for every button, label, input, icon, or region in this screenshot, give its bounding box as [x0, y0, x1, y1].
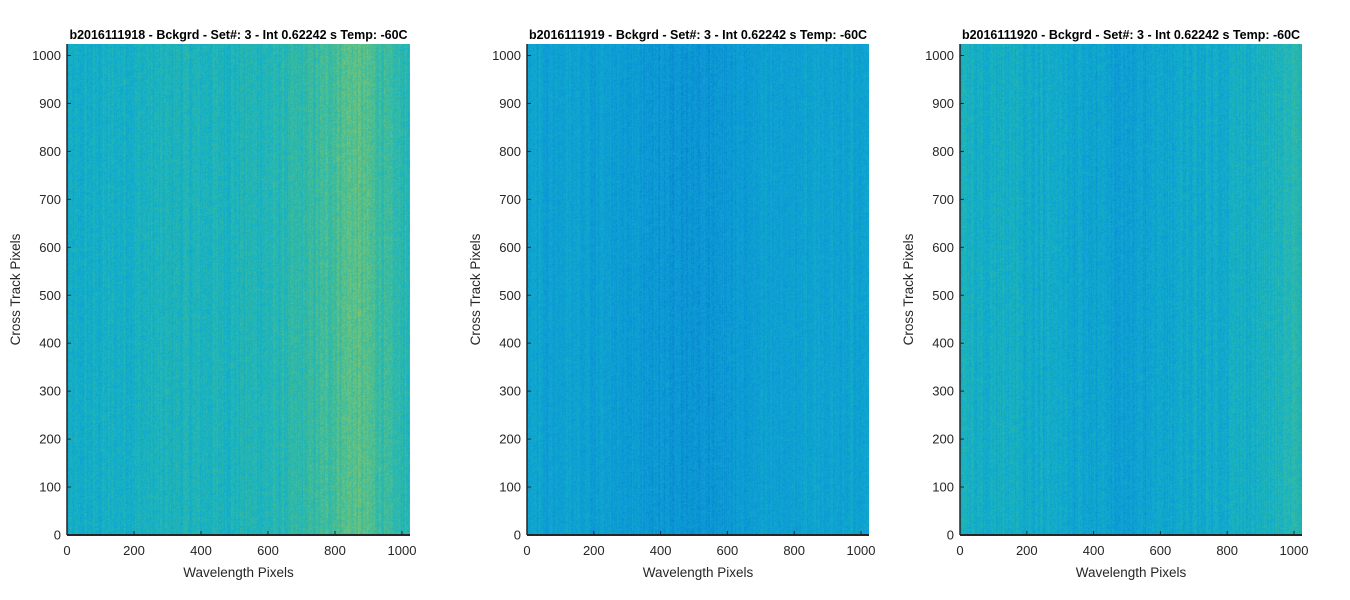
x-tick-label: 800 [783, 543, 805, 558]
x-tick-label: 1000 [388, 543, 417, 558]
y-tick-label: 100 [39, 480, 61, 495]
chart-title: b2016111919 - Bckgrd - Set#: 3 - Int 0.6… [529, 28, 867, 42]
y-tick-label: 300 [39, 384, 61, 399]
x-tick-label: 0 [63, 543, 70, 558]
y-tick-label: 600 [932, 240, 954, 255]
x-tick-label: 1000 [847, 543, 876, 558]
y-tick-label: 0 [514, 528, 521, 543]
y-tick-label: 300 [499, 384, 521, 399]
y-tick-label: 700 [39, 192, 61, 207]
x-tick-label: 200 [1016, 543, 1038, 558]
x-tick-label: 800 [324, 543, 346, 558]
y-tick-label: 600 [39, 240, 61, 255]
x-axis-label: Wavelength Pixels [183, 565, 294, 580]
x-tick-label: 600 [717, 543, 739, 558]
x-tick-label: 1000 [1280, 543, 1309, 558]
y-tick-label: 300 [932, 384, 954, 399]
y-tick-label: 0 [947, 528, 954, 543]
y-tick-label: 700 [499, 192, 521, 207]
y-axis-label: Cross Track Pixels [468, 233, 483, 345]
y-tick-label: 800 [932, 144, 954, 159]
heatmap-panel-3: 0 100 200 300 400 500 600 700 800 900 1000 0 200 400 6… [901, 28, 1308, 580]
x-tick-label: 200 [123, 543, 145, 558]
y-tick-label: 1000 [32, 48, 61, 63]
y-tick-label: 1000 [492, 48, 521, 63]
x-tick-label: 400 [190, 543, 212, 558]
x-axis-label: Wavelength Pixels [1076, 565, 1187, 580]
y-tick-label: 100 [932, 480, 954, 495]
heatmap-panel-2: 0 100 200 300 400 500 600 700 800 900 1000 0 200 400 6… [468, 28, 875, 580]
y-tick-label: 1000 [925, 48, 954, 63]
y-tick-label: 0 [54, 528, 61, 543]
heatmap-image [527, 44, 869, 535]
y-tick-label: 200 [499, 432, 521, 447]
y-tick-label: 200 [39, 432, 61, 447]
y-tick-label: 400 [932, 336, 954, 351]
y-tick-label: 700 [932, 192, 954, 207]
x-tick-label: 0 [956, 543, 963, 558]
y-tick-label: 900 [499, 96, 521, 111]
y-tick-label: 800 [499, 144, 521, 159]
y-tick-label: 200 [932, 432, 954, 447]
y-tick-label: 500 [39, 288, 61, 303]
x-tick-label: 400 [650, 543, 672, 558]
y-tick-label: 600 [499, 240, 521, 255]
heatmap-image [960, 44, 1302, 535]
x-tick-label: 600 [257, 543, 279, 558]
x-tick-label: 800 [1216, 543, 1238, 558]
x-tick-label: 600 [1150, 543, 1172, 558]
y-tick-label: 500 [499, 288, 521, 303]
y-tick-label: 500 [932, 288, 954, 303]
y-tick-label: 100 [499, 480, 521, 495]
x-tick-label: 0 [523, 543, 530, 558]
chart-title: b2016111920 - Bckgrd - Set#: 3 - Int 0.6… [962, 28, 1300, 42]
y-tick-label: 800 [39, 144, 61, 159]
heatmap-image [67, 44, 410, 535]
y-tick-label: 900 [39, 96, 61, 111]
x-tick-label: 200 [583, 543, 605, 558]
y-tick-label: 900 [932, 96, 954, 111]
x-axis-label: Wavelength Pixels [643, 565, 754, 580]
x-tick-label: 400 [1083, 543, 1105, 558]
y-tick-label: 400 [499, 336, 521, 351]
heatmap-panel-1: 0 100 200 300 400 500 600 700 800 900 1000 0 200 400 6… [8, 28, 416, 580]
y-tick-label: 400 [39, 336, 61, 351]
y-axis-label: Cross Track Pixels [901, 233, 916, 345]
y-axis-label: Cross Track Pixels [8, 233, 23, 345]
chart-title: b2016111918 - Bckgrd - Set#: 3 - Int 0.6… [69, 28, 407, 42]
